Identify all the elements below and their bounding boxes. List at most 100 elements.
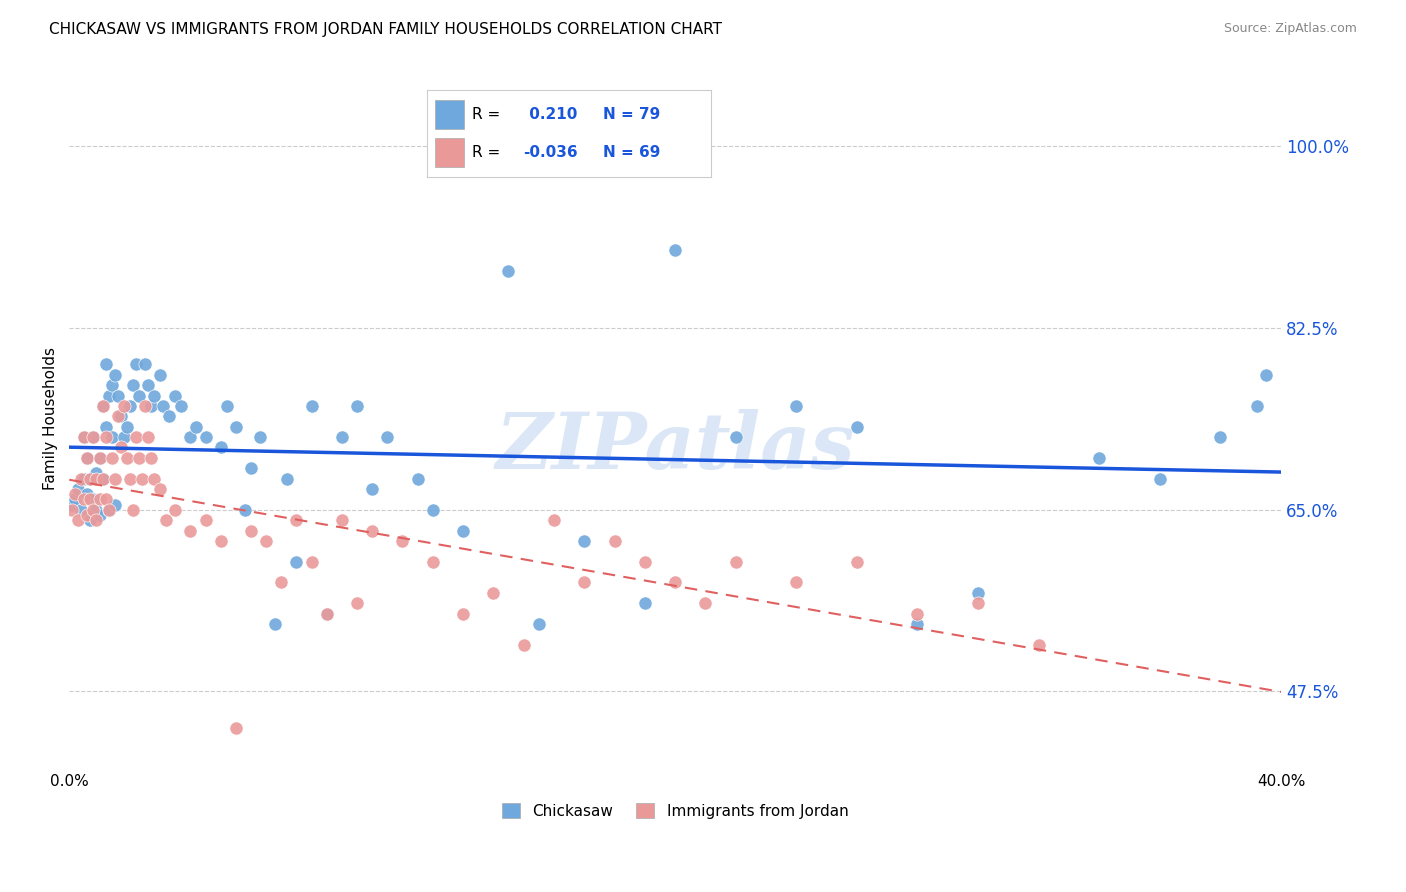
Point <box>112 430 135 444</box>
Text: ZIPatlas: ZIPatlas <box>495 409 855 485</box>
Point <box>209 441 232 455</box>
Point <box>97 502 120 516</box>
Point <box>179 430 201 444</box>
Point <box>375 430 398 444</box>
Point <box>115 419 138 434</box>
Point <box>695 596 717 610</box>
Point <box>603 533 626 548</box>
Point <box>967 586 990 600</box>
Point <box>634 555 657 569</box>
Point <box>112 399 135 413</box>
Point <box>134 399 156 413</box>
Point <box>157 409 180 424</box>
Point <box>76 508 98 522</box>
Point <box>86 467 108 481</box>
Point <box>254 533 277 548</box>
Point <box>136 378 159 392</box>
Point <box>543 513 565 527</box>
Point <box>100 430 122 444</box>
Point <box>91 472 114 486</box>
Point <box>86 502 108 516</box>
Point <box>107 388 129 402</box>
Point <box>60 498 83 512</box>
Point <box>107 409 129 424</box>
Text: Source: ZipAtlas.com: Source: ZipAtlas.com <box>1223 22 1357 36</box>
Point <box>249 430 271 444</box>
Point <box>215 399 238 413</box>
Point <box>82 430 104 444</box>
Point <box>179 524 201 538</box>
Point <box>785 399 807 413</box>
Point <box>264 617 287 632</box>
Point <box>482 586 505 600</box>
Point <box>391 533 413 548</box>
Point <box>118 472 141 486</box>
Point <box>664 243 686 257</box>
Point <box>67 513 90 527</box>
Point <box>194 513 217 527</box>
Point <box>149 482 172 496</box>
Point <box>276 472 298 486</box>
Point <box>225 419 247 434</box>
Point <box>512 638 534 652</box>
Point <box>94 419 117 434</box>
Point <box>149 368 172 382</box>
Point <box>785 575 807 590</box>
Point <box>121 502 143 516</box>
Point <box>1028 638 1050 652</box>
Point <box>86 513 108 527</box>
Point <box>1149 472 1171 486</box>
Point <box>634 596 657 610</box>
Point <box>967 596 990 610</box>
Point <box>301 399 323 413</box>
Point <box>115 450 138 465</box>
Point <box>285 555 308 569</box>
Point <box>110 441 132 455</box>
Text: CHICKASAW VS IMMIGRANTS FROM JORDAN FAMILY HOUSEHOLDS CORRELATION CHART: CHICKASAW VS IMMIGRANTS FROM JORDAN FAMI… <box>49 22 723 37</box>
Point <box>73 472 96 486</box>
Point <box>100 378 122 392</box>
Point <box>422 555 444 569</box>
Point <box>89 450 111 465</box>
Point <box>89 492 111 507</box>
Point <box>70 502 93 516</box>
Point <box>128 388 150 402</box>
Point <box>724 555 747 569</box>
Point <box>70 472 93 486</box>
Point <box>76 450 98 465</box>
Point <box>76 487 98 501</box>
Point <box>361 524 384 538</box>
Point <box>186 419 208 434</box>
Point <box>1246 399 1268 413</box>
Point <box>60 502 83 516</box>
Point <box>104 368 127 382</box>
Point <box>79 513 101 527</box>
Point <box>498 264 520 278</box>
Point <box>233 502 256 516</box>
Point <box>121 378 143 392</box>
Point <box>330 513 353 527</box>
Point <box>97 388 120 402</box>
Point <box>131 472 153 486</box>
Point <box>143 388 166 402</box>
Point <box>907 617 929 632</box>
Point <box>91 399 114 413</box>
Point <box>136 430 159 444</box>
Point <box>1209 430 1232 444</box>
Point <box>907 607 929 621</box>
Point <box>143 472 166 486</box>
Point <box>86 472 108 486</box>
Point <box>134 358 156 372</box>
Point <box>330 430 353 444</box>
Point <box>527 617 550 632</box>
Point <box>125 358 148 372</box>
Point <box>82 430 104 444</box>
Point <box>170 399 193 413</box>
Point <box>79 472 101 486</box>
Point <box>574 533 596 548</box>
Point <box>165 502 187 516</box>
Point <box>89 508 111 522</box>
Point <box>128 450 150 465</box>
Point <box>91 472 114 486</box>
Point <box>82 502 104 516</box>
